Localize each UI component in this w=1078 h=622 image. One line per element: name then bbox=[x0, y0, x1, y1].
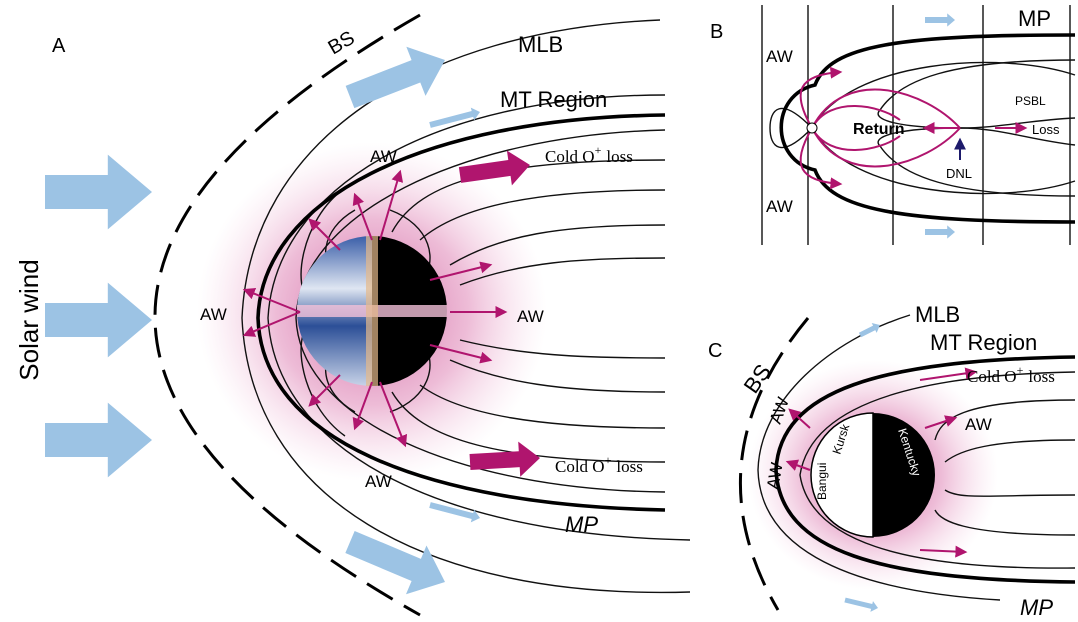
mlb-label: MLB bbox=[915, 302, 960, 327]
mt-region-label: MT Region bbox=[500, 87, 607, 112]
loss-arrow bbox=[459, 151, 530, 186]
earth bbox=[366, 236, 378, 386]
psbl-label: PSBL bbox=[1015, 94, 1046, 108]
solar-wind-arrow bbox=[45, 155, 152, 230]
text: + bbox=[605, 453, 612, 467]
aw-label: AW bbox=[766, 197, 793, 216]
return-loops bbox=[801, 72, 840, 128]
text: Cold O bbox=[967, 367, 1017, 386]
flow-arrow bbox=[345, 531, 445, 594]
aw-label: AW bbox=[517, 307, 544, 326]
flow-arrow bbox=[346, 47, 445, 108]
flow-arrow bbox=[429, 108, 480, 128]
figure: A Solar wind BS MLB MT Region MP AW AW A… bbox=[0, 0, 1078, 622]
planet bbox=[807, 123, 817, 133]
mlb-label: MLB bbox=[518, 32, 563, 57]
aw-label: AW bbox=[370, 147, 397, 166]
mp-label: MP bbox=[565, 512, 598, 537]
earth bbox=[297, 236, 447, 386]
panel-label: C bbox=[708, 340, 722, 362]
aw-label: AW bbox=[965, 415, 992, 434]
site-label: Bangui bbox=[815, 463, 829, 500]
loss-label: Loss bbox=[1032, 122, 1060, 137]
panel-label: B bbox=[710, 21, 723, 43]
cold-loss-label: Cold O+ loss bbox=[555, 453, 643, 476]
mp-label: MP bbox=[1020, 595, 1053, 620]
text: loss bbox=[1028, 367, 1054, 386]
return-loops bbox=[801, 128, 840, 184]
flow-arrow bbox=[844, 598, 878, 612]
flow-arrow bbox=[925, 13, 955, 26]
bs-label: BS bbox=[739, 359, 776, 397]
panel-label: A bbox=[52, 35, 66, 57]
aw-label: AW bbox=[200, 305, 227, 324]
dnl-label: DNL bbox=[946, 166, 972, 181]
solar-wind-label: Solar wind bbox=[14, 259, 44, 380]
mp-label: MP bbox=[1018, 6, 1051, 31]
text: + bbox=[1017, 363, 1024, 377]
aw-label: AW bbox=[766, 47, 793, 66]
return-label: Return bbox=[853, 121, 905, 138]
mt-region-label: MT Region bbox=[930, 330, 1037, 355]
text: + bbox=[595, 143, 602, 157]
text: loss bbox=[616, 457, 642, 476]
panel-a bbox=[155, 15, 690, 615]
text: Cold O bbox=[545, 147, 595, 166]
cold-loss-label: Cold O+ loss bbox=[545, 143, 633, 166]
bs-label: BS bbox=[325, 27, 359, 59]
solar-wind-arrow bbox=[45, 283, 152, 358]
panel-b bbox=[762, 5, 1075, 245]
return-loops bbox=[801, 72, 1025, 184]
text: Cold O bbox=[555, 457, 605, 476]
flow-arrow bbox=[925, 225, 955, 238]
aw-label: AW bbox=[365, 472, 392, 491]
solar-wind-arrow bbox=[45, 403, 152, 478]
flow-arrow bbox=[859, 323, 880, 337]
cold-loss-label: Cold O+ loss bbox=[967, 363, 1055, 386]
loss-arrow bbox=[470, 442, 540, 477]
text: loss bbox=[606, 147, 632, 166]
